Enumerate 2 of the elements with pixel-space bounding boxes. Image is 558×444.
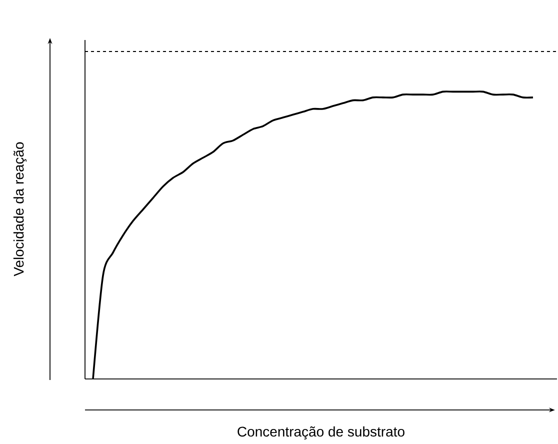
x-axis-title: Concentração de substrato — [238, 426, 404, 440]
y-axis-title: Velocidade da reação — [13, 142, 27, 276]
